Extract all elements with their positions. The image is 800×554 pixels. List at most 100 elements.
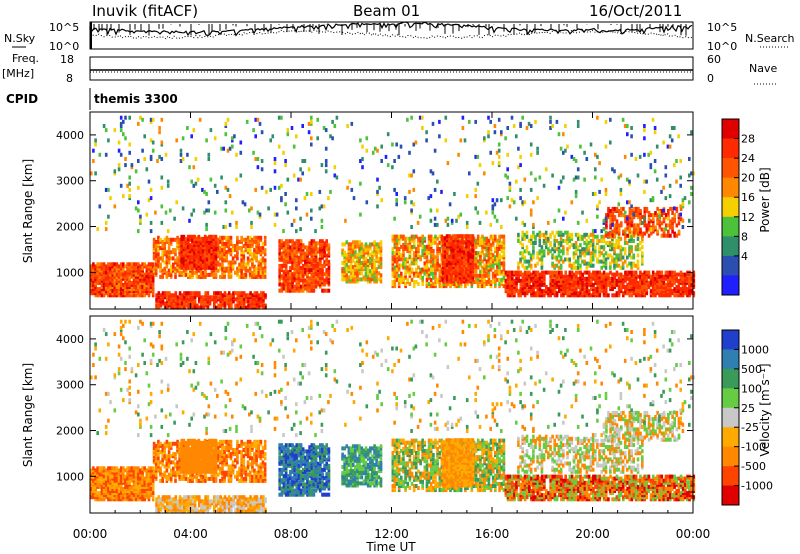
- power-cell: [613, 245, 616, 250]
- power-cell: [581, 272, 584, 277]
- power-cell: [145, 274, 149, 279]
- power-cell: [178, 250, 181, 255]
- power-cell: [126, 291, 129, 296]
- power-cell: [216, 237, 220, 242]
- power-cell: [185, 303, 188, 308]
- power-cell: [641, 276, 644, 281]
- power-cell: [498, 282, 501, 286]
- power-cell: [544, 230, 548, 235]
- power-cell: [649, 293, 653, 298]
- power-cell: [154, 258, 158, 263]
- power-cell: [461, 254, 464, 259]
- power-cell: [147, 266, 151, 271]
- power-cell: [379, 261, 383, 265]
- power-cell: [500, 244, 503, 249]
- power-cell: [115, 266, 119, 271]
- power-cell: [600, 234, 603, 239]
- power-cell: [454, 271, 458, 276]
- power-cell: [174, 266, 177, 271]
- power-cell: [626, 233, 629, 238]
- power-cell: [233, 134, 236, 139]
- power-cell: [168, 301, 171, 306]
- power-cell: [167, 250, 171, 255]
- power-cell: [491, 236, 495, 241]
- power-cell: [227, 260, 231, 265]
- power-cell: [534, 241, 537, 245]
- power-cell: [214, 234, 218, 239]
- power-cell: [271, 134, 275, 139]
- power-cell: [225, 235, 228, 240]
- power-cell: [454, 244, 458, 249]
- power-cell: [255, 250, 258, 255]
- power-cell: [323, 261, 326, 266]
- power-cell: [197, 274, 201, 279]
- power-cell: [199, 263, 203, 268]
- power-cell: [221, 297, 225, 302]
- power-cell: [406, 280, 409, 284]
- power-cell: [637, 211, 640, 215]
- power-cell: [236, 272, 239, 277]
- power-cell: [525, 265, 529, 270]
- power-cell: [404, 284, 407, 289]
- power-cell: [429, 242, 433, 247]
- power-cell: [590, 280, 593, 285]
- power-cell: [185, 291, 188, 296]
- power-cell: [513, 278, 516, 283]
- power-cell: [160, 220, 164, 225]
- power-cell: [375, 254, 378, 259]
- power-cell: [128, 262, 131, 267]
- power-cell: [587, 241, 591, 245]
- power-cell: [690, 272, 693, 277]
- power-cell: [421, 251, 424, 256]
- power-cell: [282, 150, 285, 155]
- power-cell: [249, 291, 252, 296]
- power-cell: [483, 267, 486, 272]
- power-cell: [203, 253, 207, 258]
- power-cell: [214, 249, 218, 254]
- power-cell: [291, 253, 294, 258]
- power-cell: [304, 266, 307, 270]
- power-cell: [102, 287, 106, 292]
- power-cell: [664, 274, 668, 279]
- power-cell: [487, 238, 491, 243]
- power-cell: [122, 268, 125, 273]
- power-cell: [525, 291, 529, 296]
- power-cell: [647, 211, 651, 215]
- power-cell: [214, 243, 218, 248]
- power-cell: [617, 263, 621, 268]
- power-cell: [602, 280, 606, 285]
- power-cell: [172, 256, 175, 261]
- power-cell: [463, 275, 466, 280]
- power-cell: [549, 278, 552, 283]
- power-cell: [215, 305, 218, 310]
- power-cell: [293, 266, 296, 270]
- power-cell: [306, 251, 309, 256]
- power-cell: [532, 230, 535, 235]
- power-cell: [181, 293, 184, 298]
- power-cell: [590, 272, 593, 277]
- power-cell: [168, 291, 171, 296]
- power-cell: [544, 232, 548, 237]
- power-cell: [104, 285, 108, 289]
- power-cell: [596, 285, 599, 289]
- power-cell: [487, 269, 491, 274]
- power-cell: [406, 269, 409, 274]
- power-cell: [163, 252, 167, 257]
- power-cell: [174, 248, 177, 253]
- power-cell: [174, 270, 177, 275]
- power-cell: [251, 270, 254, 275]
- power-cell: [681, 280, 685, 285]
- power-cell: [643, 209, 647, 213]
- power-cell: [325, 268, 328, 273]
- power-cell: [284, 278, 288, 283]
- power-cell: [594, 249, 597, 254]
- power-cell: [364, 258, 368, 263]
- power-cell: [321, 288, 324, 293]
- power-cell: [391, 236, 395, 241]
- power-cell: [227, 268, 231, 273]
- power-cell: [295, 229, 298, 234]
- power-cell: [255, 303, 259, 308]
- power-cell: [406, 259, 409, 264]
- power-cell: [602, 253, 606, 258]
- power-cell: [664, 223, 668, 228]
